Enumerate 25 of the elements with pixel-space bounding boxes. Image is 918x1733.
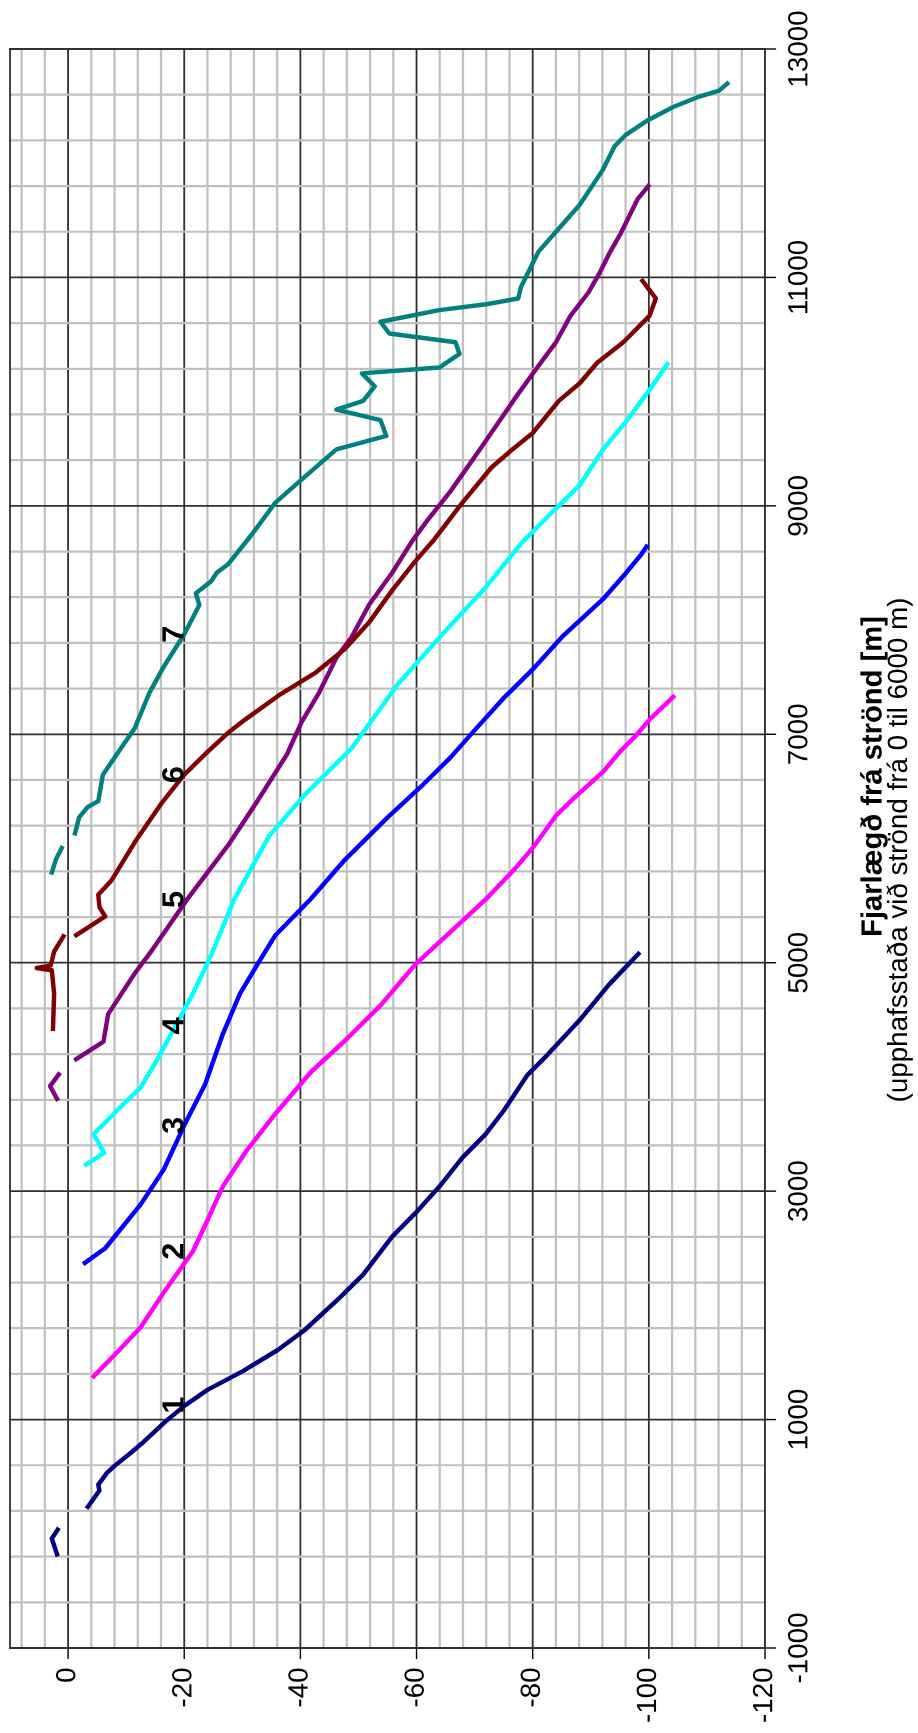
line-series bbox=[82, 544, 649, 1266]
y-tick-label: 11000 bbox=[787, 240, 808, 313]
text: 7 bbox=[162, 627, 184, 642]
y-tick-label: -1000 bbox=[787, 1613, 808, 1683]
y-tick-label: 9000 bbox=[787, 476, 808, 536]
text: 3 bbox=[162, 1117, 184, 1134]
y-tick-label: 3000 bbox=[787, 1161, 808, 1221]
line-series bbox=[83, 361, 670, 1167]
x-tick-label: -100 bbox=[636, 1668, 657, 1722]
y-tick-label: 13000 bbox=[787, 11, 808, 86]
text: 6 bbox=[162, 767, 184, 783]
x-tick-label: -60 bbox=[404, 1668, 424, 1707]
y-tick-label: 7000 bbox=[787, 704, 808, 764]
x-tick-label: -120 bbox=[752, 1668, 773, 1722]
y-tick-label: 5000 bbox=[787, 932, 808, 993]
text: 4 bbox=[162, 1017, 184, 1034]
text: 5 bbox=[162, 891, 184, 907]
y-tick-label: 1000 bbox=[787, 1389, 808, 1449]
x-tick-label: 0 bbox=[55, 1668, 76, 1682]
text: 2 bbox=[162, 1243, 184, 1259]
x-tick-label: -40 bbox=[288, 1668, 308, 1707]
text: 1 bbox=[162, 1397, 184, 1412]
x-tick-label: -20 bbox=[172, 1668, 192, 1707]
line-series bbox=[91, 694, 676, 1379]
x-tick-label: -80 bbox=[520, 1668, 541, 1707]
